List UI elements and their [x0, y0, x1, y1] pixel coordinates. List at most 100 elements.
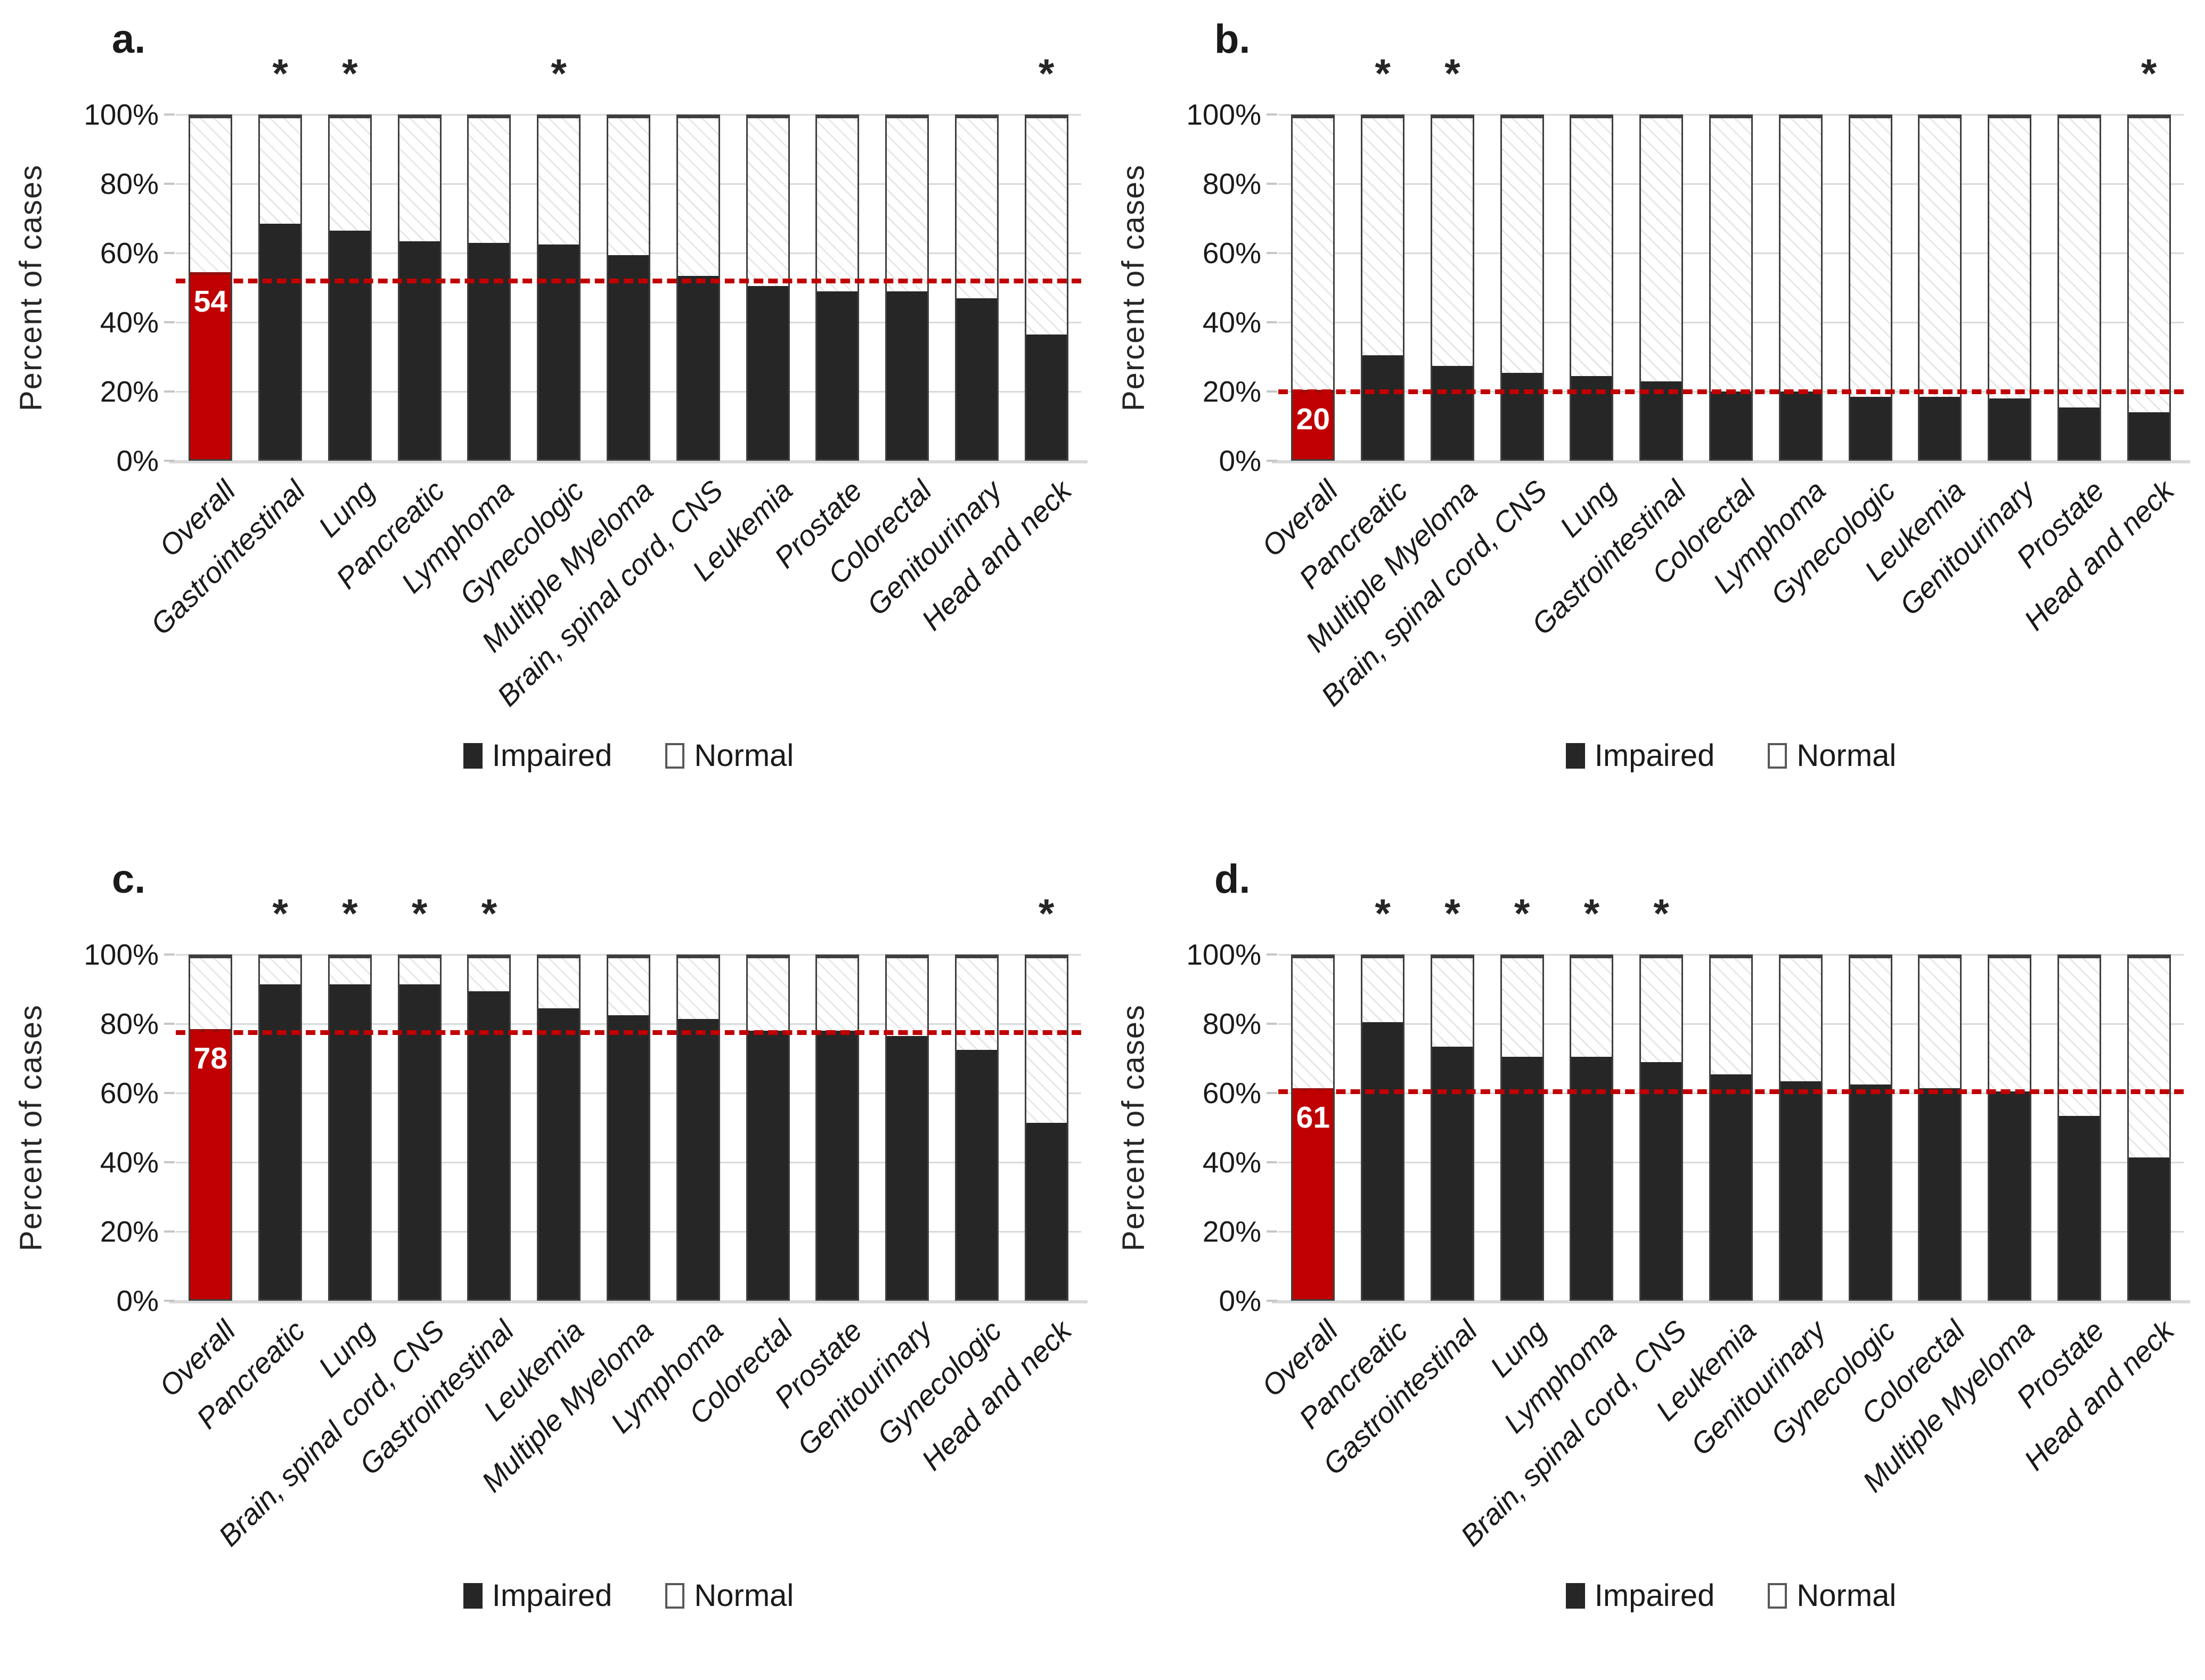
y-tick-label: 40%	[100, 1146, 159, 1179]
bar-top-border	[1024, 115, 1068, 118]
bar-top-border	[1430, 955, 1474, 958]
legend: Impaired Normal	[1278, 1578, 2184, 1613]
impaired-segment	[747, 286, 788, 459]
bar-top-border	[676, 115, 720, 118]
bar-top-border	[1709, 955, 1753, 958]
bar-top-border	[189, 955, 233, 958]
y-axis-title: Percent of cases	[13, 1004, 48, 1251]
impaired-segment	[677, 1018, 718, 1299]
y-tick-mark	[1267, 321, 1277, 323]
impaired-swatch-icon	[1565, 1583, 1585, 1609]
impaired-segment	[1501, 372, 1542, 459]
impaired-segment	[887, 1036, 928, 1299]
bar-top-border	[954, 115, 999, 118]
y-tick-label: 60%	[1202, 1076, 1261, 1110]
panel-label-d: d.	[1214, 857, 1251, 902]
bar-multiple-myeloma	[1988, 955, 2032, 1301]
y-tick-label: 100%	[1186, 98, 1261, 131]
bar-leukemia	[1918, 115, 1962, 461]
legend-item-impaired: Impaired	[1565, 738, 1715, 773]
bar-top-border	[1500, 115, 1544, 118]
bar-lymphoma	[467, 115, 511, 461]
legend-label-impaired: Impaired	[1594, 738, 1715, 773]
impaired-segment	[677, 275, 718, 459]
y-tick-label: 20%	[100, 375, 159, 408]
bar-brain-spinal-cord-cns	[1639, 955, 1684, 1301]
impaired-segment	[747, 1031, 788, 1299]
legend-label-normal: Normal	[1796, 738, 1897, 773]
impaired-swatch-icon	[463, 1583, 483, 1609]
impaired-segment	[1989, 1091, 2030, 1299]
bar-multiple-myeloma	[607, 955, 650, 1301]
y-tick-mark	[1267, 1023, 1277, 1025]
y-tick-mark	[164, 113, 175, 116]
overall-value-label: 61	[1296, 1100, 1330, 1135]
significance-asterisk: *	[1375, 891, 1391, 936]
bar-top-border	[676, 955, 720, 958]
bar-top-border	[1570, 115, 1614, 118]
impaired-segment	[399, 241, 440, 459]
y-axis-title: Percent of cases	[1116, 164, 1151, 411]
significance-asterisk: *	[342, 891, 358, 936]
bar-top-border	[815, 955, 860, 958]
bar-top-border	[2057, 955, 2101, 958]
y-tick-mark	[1267, 183, 1277, 185]
significance-asterisk: *	[1444, 891, 1460, 936]
impaired-segment	[817, 291, 858, 459]
bar-top-border	[467, 115, 511, 118]
impaired-segment	[1780, 392, 1821, 459]
y-tick-label: 60%	[1202, 236, 1261, 270]
bar-head-and-neck	[1024, 955, 1068, 1301]
y-tick-mark	[164, 321, 175, 323]
y-tick-mark	[1267, 1300, 1277, 1302]
y-tick-mark	[164, 1092, 175, 1094]
legend: Impaired Normal	[176, 1578, 1081, 1613]
impaired-segment	[1432, 365, 1473, 459]
significance-asterisk: *	[1514, 891, 1530, 936]
bar-top-border	[467, 955, 511, 958]
significance-asterisk: *	[1038, 891, 1055, 936]
impaired-segment	[1920, 1088, 1961, 1299]
bar-top-border	[2057, 115, 2101, 118]
panel-c: c. Percent of cases 78 Impaired Normal 0…	[0, 840, 1102, 1680]
bar-gynecologic	[537, 115, 581, 461]
bar-pancreatic	[1361, 115, 1405, 461]
bar-prostate	[2057, 955, 2101, 1301]
bar-overall: 61	[1291, 955, 1335, 1301]
y-tick-mark	[164, 252, 175, 254]
bar-gastrointestinal	[258, 115, 303, 461]
legend-item-normal: Normal	[1768, 738, 1896, 773]
bar-pancreatic	[1361, 955, 1405, 1301]
impaired-segment	[329, 984, 370, 1299]
impaired-segment	[399, 984, 440, 1299]
bar-top-border	[1291, 955, 1335, 958]
bar-leukemia	[1709, 955, 1753, 1301]
bar-prostate	[815, 115, 860, 461]
impaired-segment	[2128, 1157, 2169, 1299]
impaired-segment	[1780, 1081, 1821, 1299]
bar-lymphoma	[1778, 115, 1823, 461]
bar-prostate	[2057, 115, 2101, 461]
bar-overall: 78	[189, 955, 233, 1301]
bar-top-border	[607, 955, 650, 958]
plot-area: 61	[1272, 954, 2190, 1303]
bar-top-border	[189, 115, 233, 118]
overall-reference-dashed-line	[1278, 1089, 2184, 1094]
bar-lung	[1500, 955, 1544, 1301]
y-tick-mark	[1267, 390, 1277, 393]
overall-reference-dashed-line	[176, 1030, 1081, 1035]
y-tick-mark	[1267, 113, 1277, 116]
impaired-segment	[956, 298, 997, 459]
impaired-segment	[469, 991, 510, 1299]
y-tick-mark	[1267, 1230, 1277, 1233]
legend-label-normal: Normal	[1796, 1578, 1897, 1613]
bar-top-border	[1988, 115, 2032, 118]
bar-genitourinary	[1778, 955, 1823, 1301]
bar-leukemia	[537, 955, 581, 1301]
y-tick-label: 60%	[100, 1076, 159, 1110]
y-tick-label: 80%	[1202, 167, 1261, 200]
bar-top-border	[537, 955, 581, 958]
impaired-segment	[1850, 397, 1891, 459]
y-tick-mark	[164, 1300, 175, 1302]
bar-top-border	[954, 955, 999, 958]
